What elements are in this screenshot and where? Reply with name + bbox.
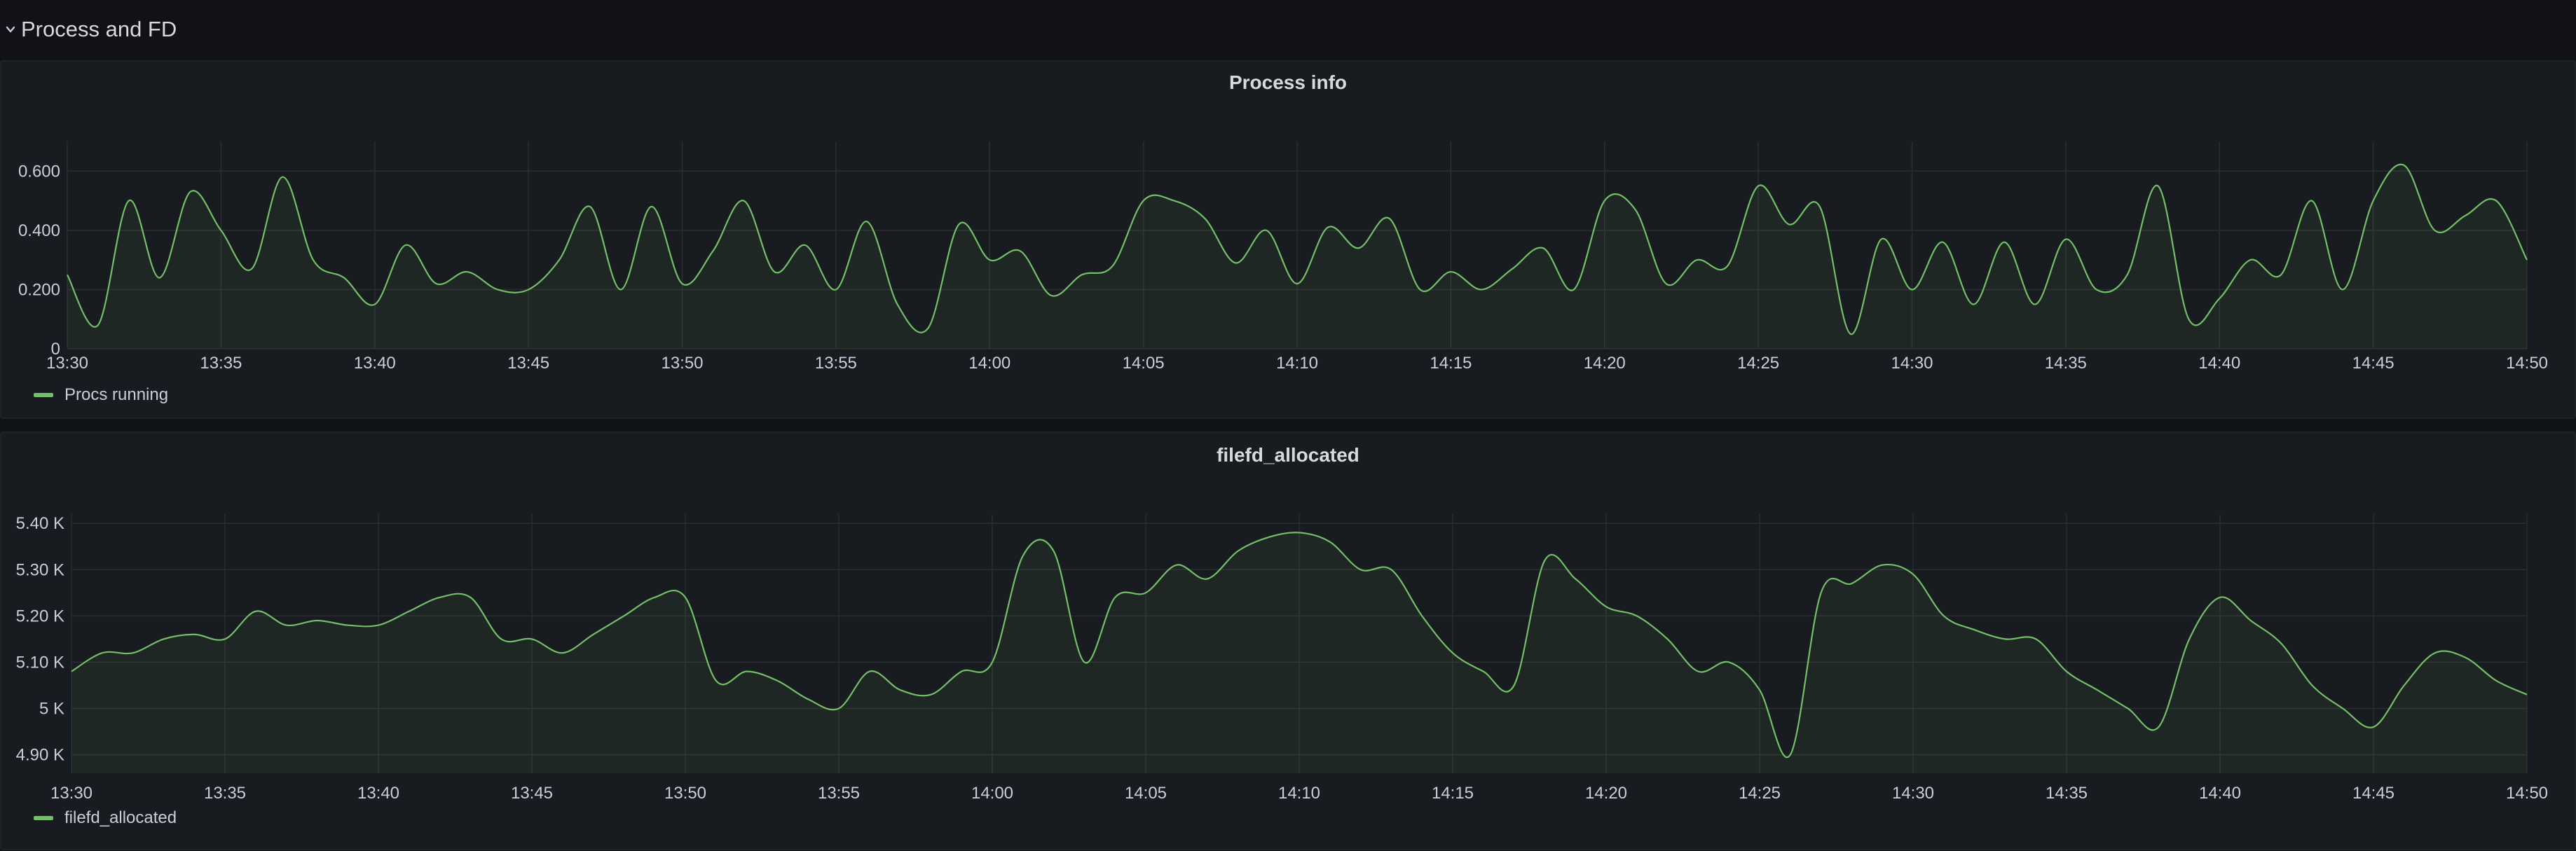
x-tick-label: 13:35 (200, 354, 242, 373)
x-tick-label: 14:50 (2506, 784, 2548, 803)
x-tick-label: 13:30 (46, 354, 88, 373)
x-tick-label: 14:45 (2352, 784, 2395, 803)
x-tick-label: 14:10 (1276, 354, 1318, 373)
x-tick-label: 14:00 (971, 784, 1013, 803)
series-line[interactable] (67, 163, 2528, 335)
x-tick-label: 13:55 (818, 784, 860, 803)
x-tick-label: 14:30 (1891, 354, 1933, 373)
grid-lines (67, 141, 2528, 350)
y-tick-label: 5 K (39, 700, 64, 719)
x-tick-label: 13:50 (664, 784, 706, 803)
x-tick-label: 13:55 (815, 354, 857, 373)
x-tick-label: 14:15 (1432, 784, 1474, 803)
x-tick-label: 14:15 (1430, 354, 1472, 373)
x-tick-label: 14:50 (2506, 354, 2548, 373)
x-tick-label: 14:25 (1739, 784, 1781, 803)
x-tick-label: 14:40 (2198, 354, 2240, 373)
legend-swatch (34, 393, 53, 397)
y-tick-label: 0.600 (18, 162, 60, 181)
x-tick-label: 14:05 (1125, 784, 1167, 803)
row-title: Process and FD (21, 17, 177, 41)
y-tick-label: 5.40 K (16, 514, 64, 533)
y-tick-label: 4.90 K (16, 746, 64, 765)
y-tick-label: 0 (51, 340, 60, 359)
x-tick-label: 14:30 (1892, 784, 1934, 803)
process-info-panel: Process info 13:30 13:35 13:40 13:45 13:50 13… (0, 60, 2576, 419)
x-tick-label: 13:50 (661, 354, 703, 373)
y-tick-label: 0.400 (18, 221, 60, 240)
series-area (71, 532, 2527, 773)
x-tick-label: 14:25 (1737, 354, 1779, 373)
x-tick-label: 14:20 (1584, 354, 1626, 373)
chevron-down-icon[interactable] (4, 23, 17, 36)
y-tick-label: 5.20 K (16, 607, 64, 625)
legend-item[interactable]: filefd_allocated (34, 808, 177, 828)
x-tick-label: 13:45 (511, 784, 553, 803)
x-tick-label: 13:35 (204, 784, 246, 803)
x-tick-label: 14:35 (2045, 354, 2087, 373)
filefd-allocated-panel: filefd_allocated 13:30 13:35 13:40 13:45 13:… (0, 431, 2576, 850)
x-tick-label: 14:20 (1585, 784, 1627, 803)
series-line[interactable] (71, 532, 2528, 759)
panel-title[interactable]: filefd_allocated (1217, 444, 1359, 466)
y-tick-label: 0.200 (18, 280, 60, 299)
process-info-chart[interactable]: 13:30 13:35 13:40 13:45 13:50 13:55 14:00 14:05… (1, 62, 2575, 417)
legend-label: Procs running (64, 385, 169, 404)
x-tick-label: 13:45 (507, 354, 549, 373)
legend-item[interactable]: Procs running (34, 385, 168, 405)
x-tick-label: 14:10 (1278, 784, 1320, 803)
filefd-allocated-chart[interactable]: 13:30 13:35 13:40 13:45 13:50 13:55 14:00 14:05… (1, 433, 2575, 849)
x-tick-label: 13:30 (50, 784, 93, 803)
y-tick-label: 5.30 K (16, 560, 64, 579)
x-tick-label: 14:40 (2199, 784, 2241, 803)
panel-title[interactable]: Process info (1228, 71, 1348, 93)
x-tick-label: 14:45 (2352, 354, 2395, 373)
y-tick-label: 5.10 K (16, 653, 64, 672)
grid-lines (71, 514, 2528, 773)
series-area (67, 164, 2527, 349)
x-tick-label: 14:35 (2046, 784, 2088, 803)
x-tick-label: 13:40 (354, 354, 396, 373)
x-tick-label: 14:05 (1123, 354, 1165, 373)
row-header[interactable]: Process and FD (0, 0, 2576, 59)
x-tick-label: 13:40 (357, 784, 399, 803)
x-tick-label: 14:00 (968, 354, 1010, 373)
legend-swatch (34, 816, 53, 820)
legend-label: filefd_allocated (64, 808, 177, 827)
